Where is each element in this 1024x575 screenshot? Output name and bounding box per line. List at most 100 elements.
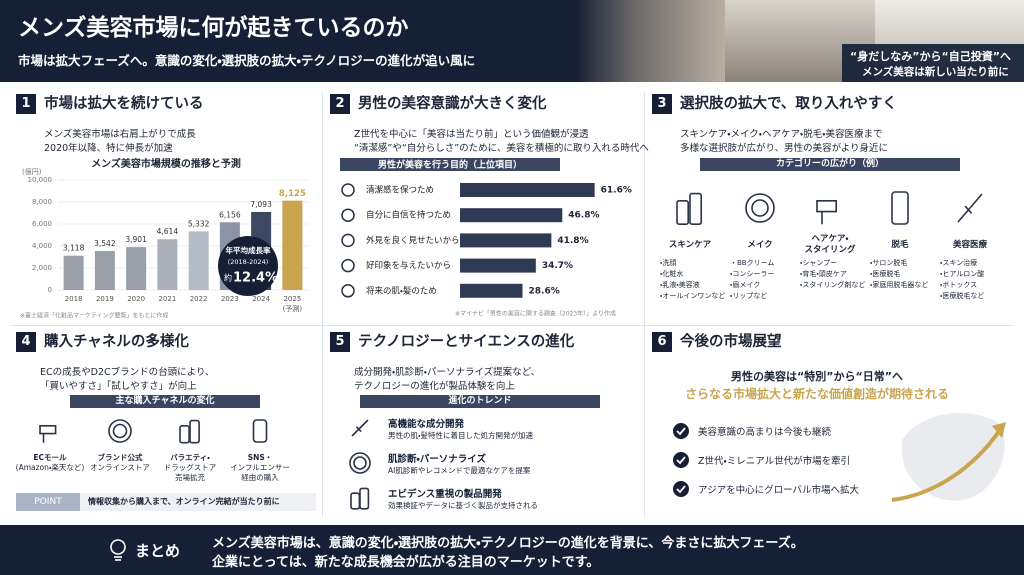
graphic <box>673 452 689 468</box>
category-name: スタイリング <box>804 245 856 255</box>
x-tick-label: 2019 <box>96 295 114 303</box>
value-label: 3,118 <box>63 244 85 253</box>
y-tick-label: 8,000 <box>32 198 52 206</box>
icon-shape <box>891 191 909 225</box>
icon-shape <box>351 419 369 437</box>
lead-text: “清潔感”や“自分らしさ”のために、美容を積極的に取り入れる時代へ <box>354 143 649 154</box>
lead-text: 2020年以降、特に伸長が加速 <box>44 143 173 154</box>
y-tick-label: 6,000 <box>32 220 52 228</box>
graphic <box>891 413 1006 502</box>
trend-text: 効果検証やデータに基づく製品が支持される <box>388 501 538 510</box>
section-number: 4 <box>16 332 36 352</box>
bar <box>460 258 536 273</box>
icon-shape <box>189 419 200 444</box>
category-example: ・洗顔 <box>660 259 677 267</box>
badge-prefix: 約 <box>224 273 232 283</box>
photo <box>575 0 725 82</box>
y-tick-label: 0 <box>48 286 52 294</box>
category-example: ・BBクリーム <box>730 259 775 267</box>
icon-shape <box>751 199 769 217</box>
icon-shape <box>816 200 837 225</box>
lead-text: テクノロジーの進化が製品体験を向上 <box>354 381 515 392</box>
category-example: ・乳液・美容液 <box>660 281 700 289</box>
trend-title: 高機能な成分開発 <box>388 419 465 430</box>
lead-text: 多様な選択肢が広がり、男性の美容がより身近に <box>680 143 888 154</box>
channel-label: インフルエンサー <box>230 463 290 472</box>
section-heading: テクノロジーとサイエンスの進化 <box>358 334 575 350</box>
section-heading: 市場は拡大を続けている <box>44 96 204 112</box>
graphic <box>957 193 983 223</box>
chart-title: 男性が美容を行う目的（上位項目） <box>378 159 522 171</box>
bar <box>460 283 523 298</box>
x-tick-label: 2020 <box>127 295 145 303</box>
channel-label: バラエティ・ <box>170 453 210 462</box>
category-label: 自分に自信を持つため <box>366 210 451 221</box>
outlook-lead: 男性の美容は“特別”から“日常”へ <box>731 370 903 383</box>
icon-shape <box>957 193 983 223</box>
summary-line: メンズ美容市場は、意識の変化・選択肢の拡大・テクノロジーの進化を背景に、今まさに… <box>212 536 804 551</box>
banner: 進化のトレンド <box>360 395 600 408</box>
badge-label: 年平均成長率 <box>226 245 271 255</box>
check-circle <box>673 481 689 497</box>
lead-text: Z世代を中心に「美容は当たり前」という価値観が浸透 <box>354 129 589 140</box>
category-label: 将来の肌・髪のため <box>366 285 437 296</box>
title: メンズ美容市場に何が起きているのか <box>18 15 409 41</box>
bar <box>63 255 84 290</box>
point-text: 情報収集から購入まで、オンライン完結が当たり前に <box>80 493 316 511</box>
category-example: ・スタイリング剤など <box>800 281 866 289</box>
category-example: ・コンシーラー <box>730 270 775 278</box>
section: 3 選択肢の拡大で、取り入れやすく スキンケア・メイク・ヘアケア・脱毛・美容医療まで… <box>652 92 1012 324</box>
category-label: 外見を良く見せたいから <box>366 235 460 246</box>
category-name: 脱毛 <box>891 240 909 250</box>
bar <box>460 183 595 197</box>
divider <box>322 92 323 517</box>
graphic <box>891 191 909 225</box>
category-label: 清潔感を保つため <box>366 185 434 196</box>
channel-label: ECモール <box>33 453 67 462</box>
row-icon <box>341 258 355 273</box>
x-tick-label: 2018 <box>65 295 83 303</box>
section-heading: 男性の美容意識が大きく変化 <box>358 96 547 112</box>
channel-label: (Amazon・楽天など) <box>15 463 85 472</box>
section-number: 3 <box>652 94 672 114</box>
icon-shape <box>252 419 268 443</box>
trend-title: 肌診断・パーソナライズ <box>388 454 486 465</box>
channel-label: 経由の購入 <box>241 473 279 482</box>
bar <box>460 233 552 248</box>
graphic <box>349 452 371 474</box>
row-icon <box>341 233 355 248</box>
value-label: 3,542 <box>94 239 116 248</box>
summary-label: まとめ <box>135 542 181 560</box>
icon-shape <box>745 193 775 223</box>
bar <box>126 247 147 290</box>
y-tick-label: 4,000 <box>32 242 52 250</box>
category-example: ・シャンプー <box>800 259 838 267</box>
tagline: メンズ美容は新しい当たり前に <box>862 66 1009 78</box>
section-heading: 購入チャネルの多様化 <box>44 334 189 350</box>
subtitle: 市場は拡大フェーズへ。意識の変化・選択肢の拡大・テクノロジーの進化が追い風に <box>18 53 476 68</box>
lead-text: スキンケア・メイク・ヘアケア・脱毛・美容医療まで <box>680 129 883 140</box>
icon-shape <box>350 492 361 510</box>
section-number: 6 <box>652 332 672 352</box>
category-example: ・医療脱毛など <box>940 292 985 300</box>
value-label: 41.8% <box>557 236 588 246</box>
lead-text: メンズ美容市場は右肩上がりで成長 <box>44 129 196 140</box>
divider <box>10 325 1014 326</box>
category-name: 美容医療 <box>952 240 987 250</box>
category-name: ヘアケア・ <box>811 234 849 244</box>
outlook-highlight: さらなる市場拡大と新たな価値創造が期待される <box>684 387 949 401</box>
banner: 主な購入チャネルの変化 <box>70 395 260 408</box>
section: 5 テクノロジーとサイエンスの進化 成分開発・肌診断・パーソナライズ提案など、 テクノ… <box>330 330 636 520</box>
graphic <box>351 419 369 437</box>
value-label: 34.7% <box>542 261 573 271</box>
channel-label: ドラッグストア <box>163 463 217 472</box>
map-shape <box>901 413 1005 501</box>
category-example: ・ヒアルロン酸 <box>940 270 985 278</box>
x-tick-label: 2022 <box>190 295 208 303</box>
channel-label: オンラインストア <box>90 463 150 472</box>
section: 2 男性の美容意識が大きく変化 Z世代を中心に「美容は当たり前」という価値観が浸透 “… <box>330 92 649 324</box>
value-label: 7,093 <box>250 200 272 209</box>
row-icon <box>341 183 355 197</box>
tagline-box <box>842 44 1024 82</box>
